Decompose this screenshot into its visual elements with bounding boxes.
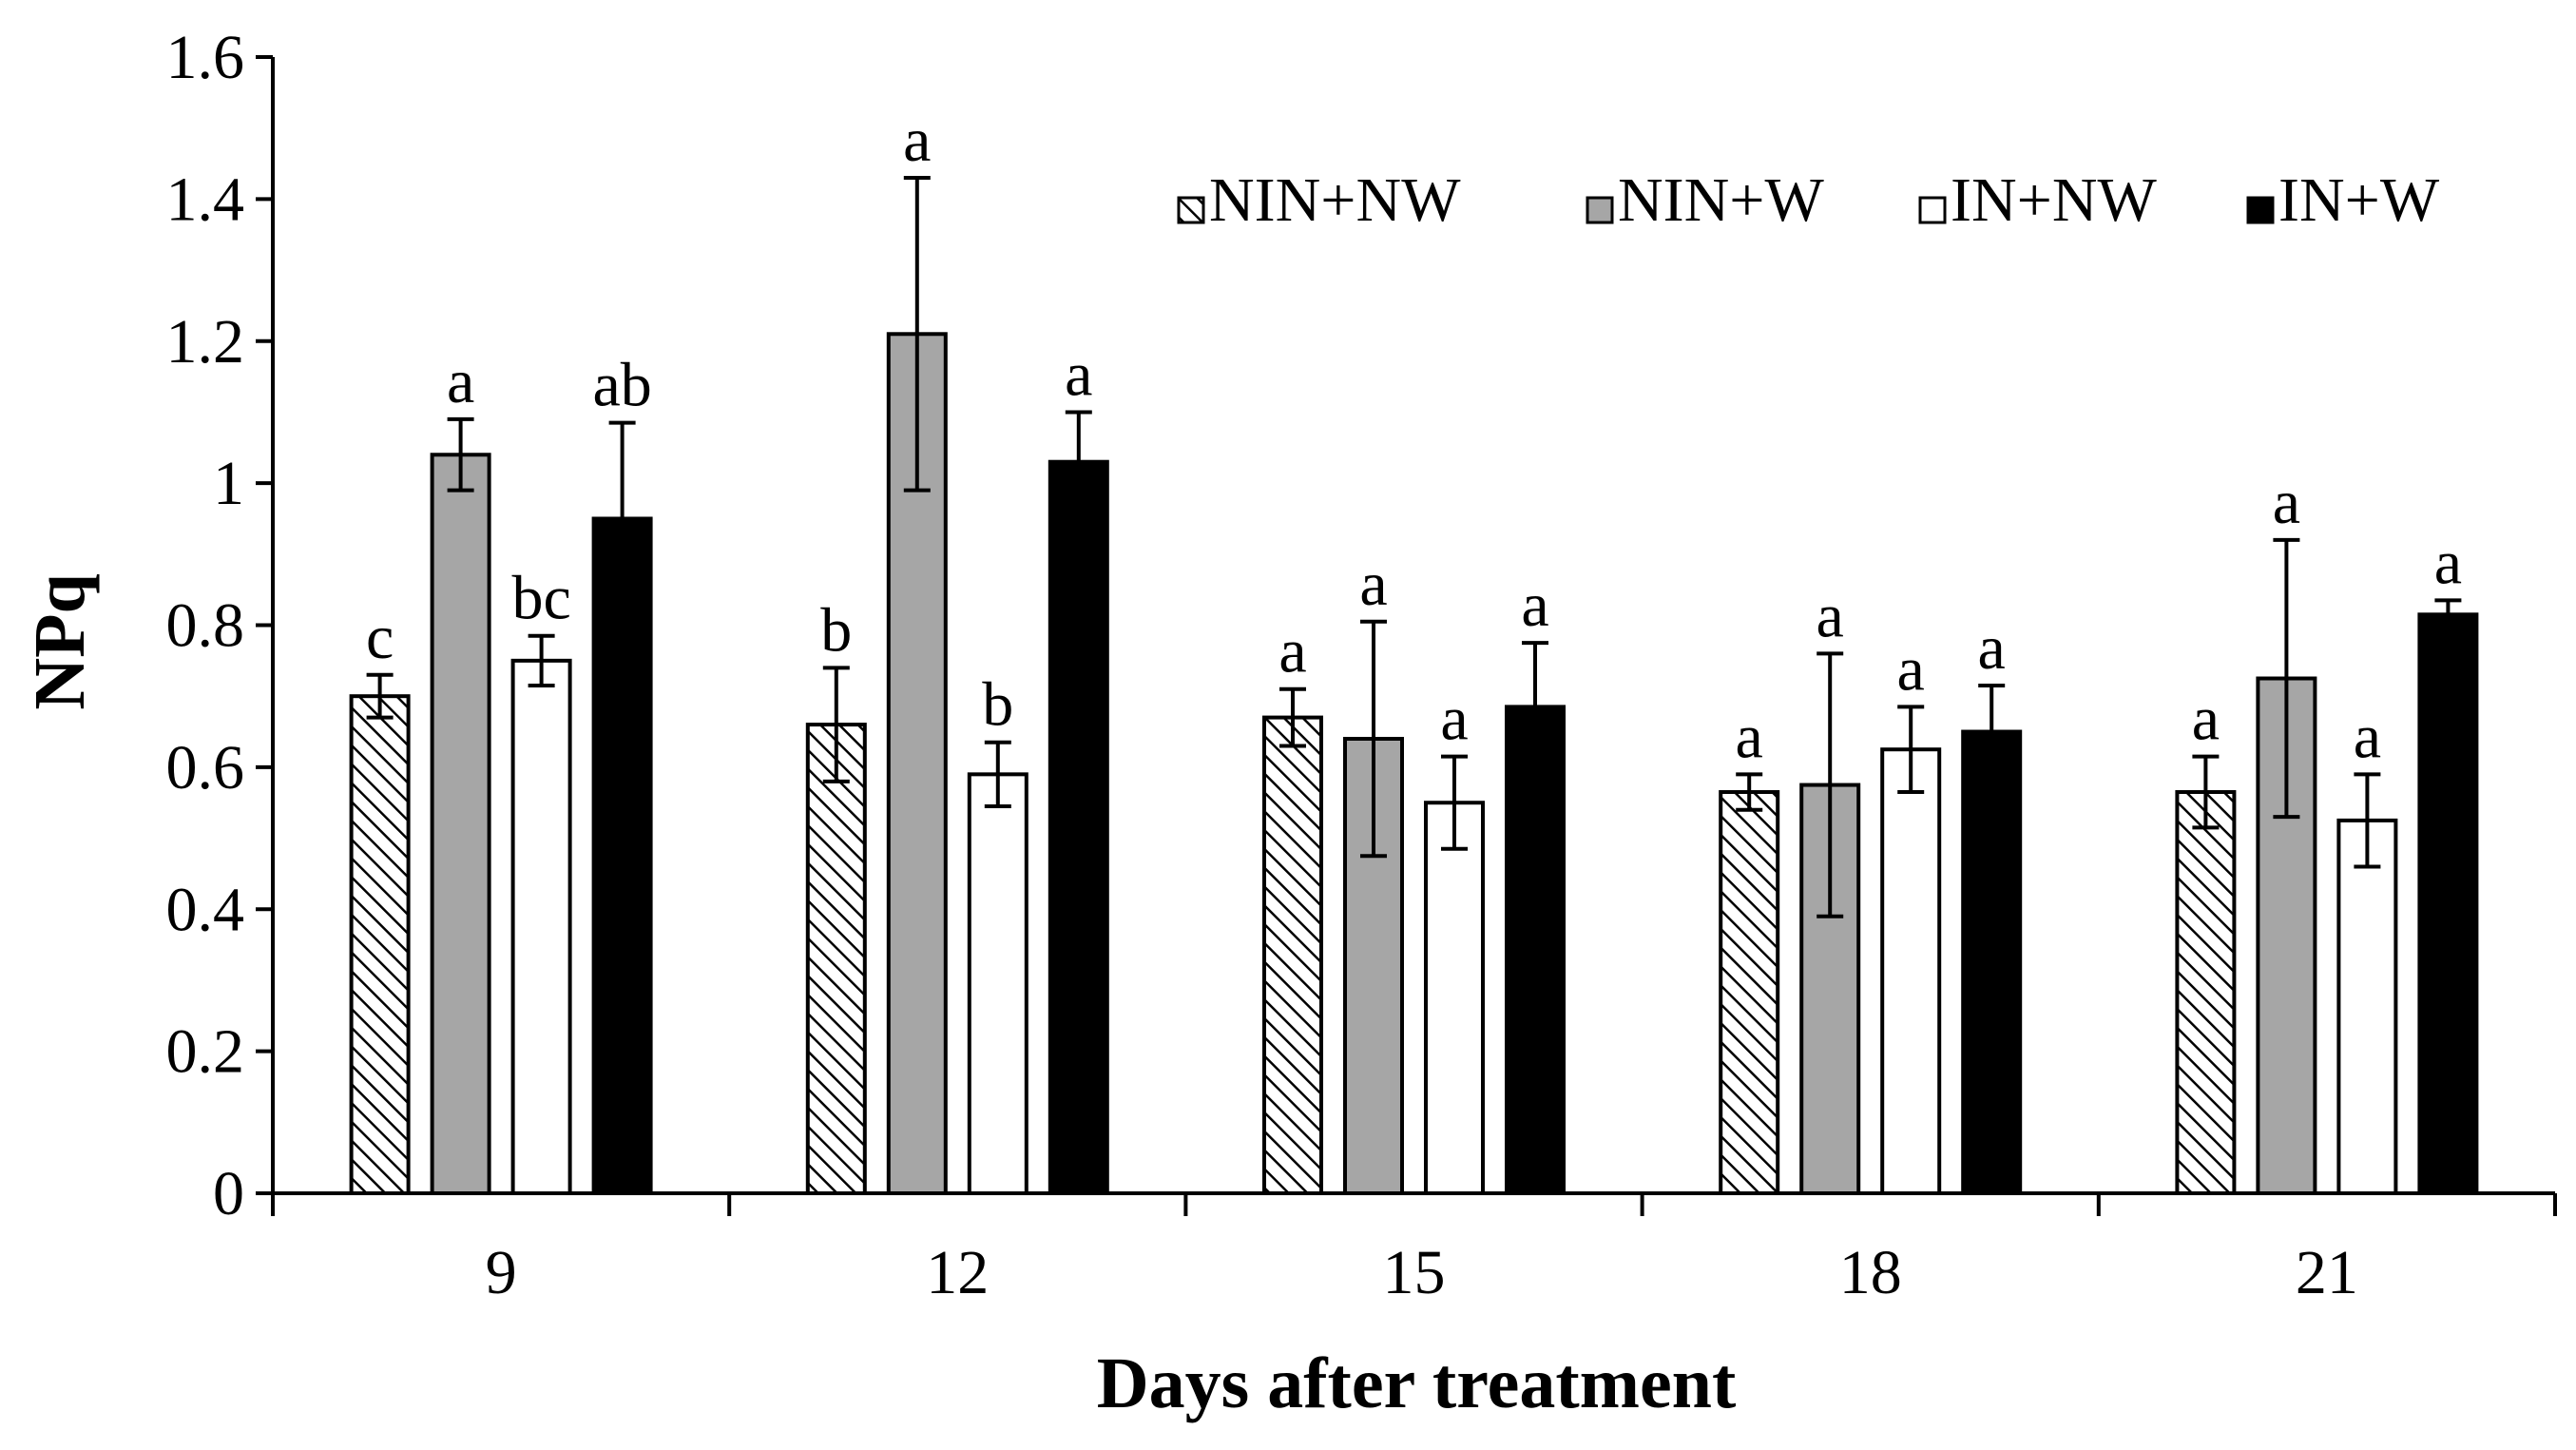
significance-label: bc bbox=[511, 564, 570, 633]
significance-label: a bbox=[2434, 528, 2462, 597]
bar bbox=[349, 694, 411, 1195]
significance-label: a bbox=[1817, 581, 1844, 650]
significance-label: a bbox=[2354, 702, 2381, 771]
significance-label: b bbox=[982, 670, 1013, 740]
significance-label: a bbox=[1736, 702, 1763, 771]
x-tick-label: 15 bbox=[1383, 1238, 1446, 1307]
significance-label: a bbox=[1978, 613, 2006, 683]
y-tick-label: 1 bbox=[213, 449, 244, 518]
significance-label: a bbox=[447, 347, 474, 416]
significance-label: a bbox=[2273, 468, 2300, 537]
y-tick-label: 0 bbox=[213, 1159, 244, 1228]
significance-label: a bbox=[903, 106, 931, 175]
bar bbox=[1961, 729, 2023, 1195]
bar bbox=[1048, 459, 1109, 1195]
legend-swatch bbox=[1918, 196, 1947, 224]
legend-label: IN+NW bbox=[1951, 165, 2158, 235]
significance-label: b bbox=[820, 595, 852, 665]
legend-swatch bbox=[1177, 196, 1205, 224]
x-axis-title: Days after treatment bbox=[1097, 1344, 1737, 1423]
bar bbox=[2336, 818, 2398, 1195]
bar bbox=[510, 658, 572, 1195]
bar bbox=[1262, 715, 1323, 1195]
bar bbox=[1880, 747, 1942, 1195]
bar bbox=[2175, 790, 2237, 1195]
bar bbox=[430, 453, 491, 1195]
y-tick-label: 0.6 bbox=[166, 733, 245, 802]
y-axis-title: NPq bbox=[20, 573, 100, 710]
legend-label: IN+W bbox=[2278, 165, 2440, 235]
bars bbox=[349, 175, 2479, 1195]
axes: 0 0.2 0.4 0.6 0.8 1 1.2 1.4 1.6 9 12 15 18 21 bbox=[166, 23, 2557, 1307]
y-tick-label: 1.4 bbox=[166, 164, 245, 234]
y-tick-label: 0.8 bbox=[166, 591, 245, 661]
y-tick-label: 1.6 bbox=[166, 23, 245, 92]
legend: NIN+NW NIN+W IN+NW IN+W bbox=[1177, 165, 2440, 235]
x-tick-label: 12 bbox=[926, 1238, 989, 1307]
legend-label: NIN+W bbox=[1618, 165, 1825, 235]
significance-label: a bbox=[1440, 685, 1468, 754]
significance-label: a bbox=[1521, 570, 1548, 640]
bar bbox=[967, 772, 1028, 1195]
bar bbox=[591, 516, 653, 1195]
significance-label: a bbox=[1359, 550, 1387, 619]
y-tick-label: 0.2 bbox=[166, 1017, 245, 1087]
x-tick-label: 9 bbox=[486, 1238, 517, 1307]
significance-label: c bbox=[366, 603, 394, 672]
legend-label: NIN+NW bbox=[1209, 165, 1461, 235]
significance-label: a bbox=[1065, 339, 1092, 409]
bar bbox=[1424, 801, 1485, 1195]
y-tick-label: 1.2 bbox=[166, 307, 245, 377]
x-tick-label: 21 bbox=[2296, 1238, 2358, 1307]
legend-swatch bbox=[2246, 196, 2275, 224]
legend-swatch bbox=[1586, 196, 1614, 224]
significance-label: a bbox=[1897, 634, 1925, 704]
significance-label: ab bbox=[592, 351, 651, 420]
y-tick-label: 0.4 bbox=[166, 875, 245, 944]
bar bbox=[1719, 790, 1780, 1195]
bar bbox=[2417, 612, 2479, 1195]
bar bbox=[1799, 783, 1861, 1195]
significance-label: a bbox=[1278, 617, 1306, 686]
bar bbox=[1505, 705, 1566, 1195]
x-tick-label: 18 bbox=[1839, 1238, 1902, 1307]
significance-label: a bbox=[2192, 685, 2220, 754]
bar bbox=[805, 723, 867, 1195]
